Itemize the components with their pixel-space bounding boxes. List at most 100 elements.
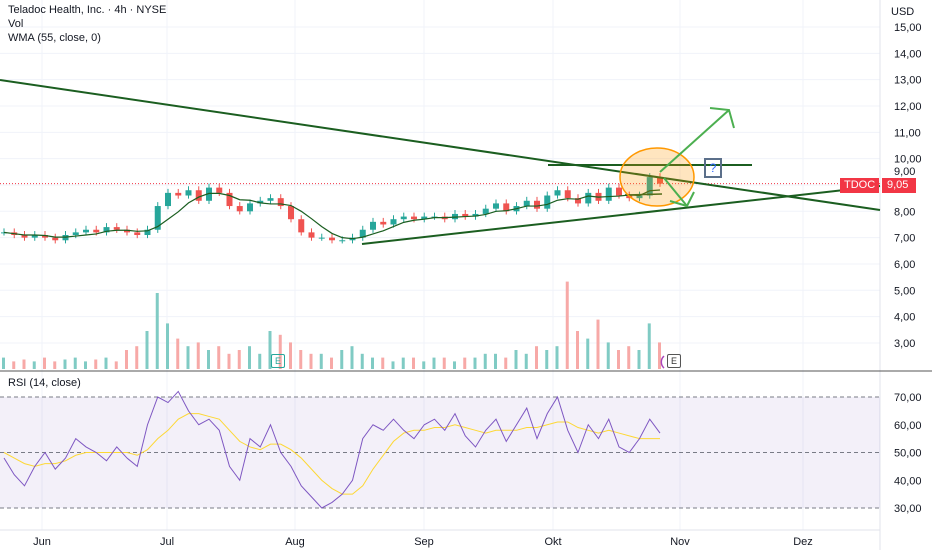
y-tick-label: 6,00	[894, 259, 915, 271]
volume-bar	[391, 361, 395, 369]
candle	[523, 200, 530, 207]
candle	[636, 195, 643, 199]
candle	[226, 192, 233, 207]
candle	[411, 216, 417, 220]
volume-bar	[596, 319, 600, 369]
volume-bar	[319, 353, 323, 369]
candle	[83, 229, 89, 233]
y-tick-label: 8,00	[894, 206, 915, 218]
volume-bar	[94, 359, 98, 369]
dividend-marker	[660, 355, 665, 369]
volume-bar	[63, 359, 67, 369]
candle	[493, 203, 499, 209]
volume-bar	[360, 353, 364, 369]
volume-bar	[237, 350, 241, 369]
candle	[154, 206, 161, 230]
candle	[277, 198, 284, 207]
up-arrow-line	[659, 109, 730, 173]
candle	[544, 195, 551, 209]
volume-bar	[299, 350, 303, 369]
y-tick-label: 3,00	[894, 338, 915, 350]
candle	[554, 190, 561, 196]
rsi-tick-label: 40,00	[894, 475, 922, 487]
volume-bar	[483, 353, 487, 369]
candle	[657, 177, 663, 184]
volume-bar	[617, 350, 620, 369]
volume-bar	[606, 342, 610, 369]
x-tick-label: Aug	[285, 536, 305, 548]
candle	[175, 192, 182, 196]
highlight-ellipse	[619, 147, 695, 207]
candle	[318, 237, 325, 239]
volume-bar	[289, 342, 292, 369]
volume-bar	[422, 361, 426, 369]
earnings-marker[interactable]: E	[271, 354, 285, 368]
volume-bar	[371, 357, 374, 369]
candle	[103, 227, 110, 233]
candle	[390, 219, 397, 225]
volume-bar	[258, 353, 262, 369]
currency-label: USD	[891, 6, 915, 18]
volume-bar	[463, 357, 467, 369]
volume-bar	[248, 346, 251, 369]
candle	[31, 235, 38, 238]
candle	[503, 203, 510, 212]
volume-bar	[145, 331, 149, 369]
volume-bar	[627, 346, 631, 369]
volume-bar	[555, 346, 559, 369]
volume-bar	[43, 357, 46, 369]
candle	[380, 221, 387, 225]
volume-bar	[576, 331, 579, 369]
volume-bar	[217, 346, 221, 369]
candle	[421, 216, 428, 220]
candle	[288, 206, 294, 220]
rsi-tick-label: 60,00	[894, 420, 922, 432]
downtrend-line	[0, 79, 881, 211]
volume-bar	[207, 350, 210, 369]
candle	[206, 187, 212, 201]
down-arrow-head	[669, 191, 695, 208]
volume-bar	[647, 323, 651, 369]
volume-bar	[53, 361, 57, 369]
x-tick-label: Nov	[670, 536, 690, 548]
up-arrow-head	[709, 107, 735, 129]
x-tick-label: Jun	[33, 536, 51, 548]
x-tick-label: Jul	[160, 536, 174, 548]
candle	[482, 208, 489, 214]
rsi-tick-label: 50,00	[894, 448, 922, 460]
candle	[616, 187, 622, 196]
volume-bar	[330, 357, 333, 369]
earnings-marker-upcoming[interactable]: E	[667, 354, 681, 368]
y-tick-label: 9,00	[894, 166, 915, 178]
x-tick-label: Sep	[414, 536, 434, 548]
candle	[52, 237, 59, 241]
y-tick-label: 15,00	[894, 22, 922, 34]
question-marker[interactable]: ?	[704, 158, 722, 178]
volume-bar	[166, 323, 169, 369]
volume-bar	[565, 281, 569, 369]
candle	[144, 229, 151, 236]
volume-bar	[442, 357, 446, 369]
volume-bar	[268, 331, 272, 369]
volume-bar	[473, 357, 477, 369]
candle	[472, 213, 479, 217]
y-tick-label: 14,00	[894, 48, 922, 60]
candle	[534, 200, 540, 209]
volume-bar	[12, 361, 16, 369]
volume-bar	[412, 357, 415, 369]
y-tick-label: 13,00	[894, 75, 922, 87]
volume-bar	[586, 338, 590, 369]
down-arrow-line	[663, 177, 688, 207]
volume-bar	[494, 353, 497, 369]
y-tick-label: 5,00	[894, 285, 915, 297]
volume-legend: Vol	[8, 18, 24, 30]
volume-bar	[84, 361, 87, 369]
candle	[134, 232, 141, 236]
volume-bar	[104, 357, 108, 369]
candle	[308, 232, 315, 238]
volume-bar	[2, 357, 5, 369]
volume-bar	[155, 293, 159, 369]
volume-bar	[22, 359, 26, 369]
